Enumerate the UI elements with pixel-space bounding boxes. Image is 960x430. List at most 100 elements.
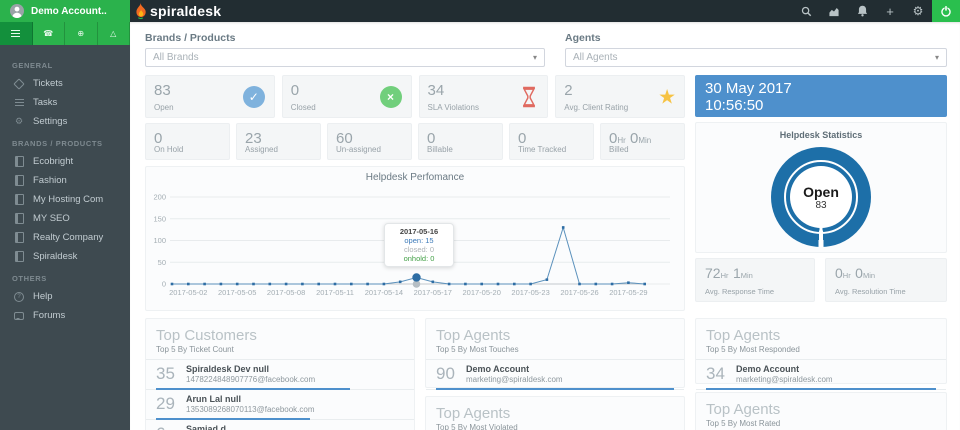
stat-time-tracked: 0 Time Tracked [509,123,594,160]
section-brands: BRANDS / PRODUCTS [12,139,103,148]
sidebar-item-ecobright[interactable]: Ecobright [0,152,130,171]
sidebar-quick-actions: ☎ ⊕ △ [0,22,130,45]
svg-text:2017-05-23: 2017-05-23 [511,288,549,297]
current-time: 10:56:50 [705,97,764,114]
avatar [10,4,24,18]
svg-text:2017-05-17: 2017-05-17 [414,288,452,297]
svg-text:2017-05-08: 2017-05-08 [267,288,305,297]
account-menu[interactable]: Demo Account.. [0,0,130,22]
brand-book-icon [14,213,24,224]
stat-sla-violations: 34 SLA Violations [418,75,549,118]
brands-filter-select[interactable]: All Brands ▾ [145,48,545,67]
svg-text:2017-05-29: 2017-05-29 [609,288,647,297]
sidebar-item-my-seo[interactable]: MY SEO [0,209,130,228]
list-subtitle: Top 5 By Most Violated [426,423,684,430]
top-agents-touches-panel: Top Agents Top 5 By Most Touches 90 Demo… [425,318,685,390]
chart-title: Helpdesk Perfomance [365,172,465,183]
sidebar-item-tasks[interactable]: Tasks [0,93,130,112]
stat-open: 83 Open ✓ [145,75,275,118]
menu-icon[interactable] [0,22,33,45]
logout-power-icon[interactable] [932,0,960,22]
datetime-box: 30 May 2017 10:56:50 [695,75,947,117]
svg-text:2017-05-05: 2017-05-05 [218,288,256,297]
list-item[interactable]: 35 Spiraldesk Dev null 1478224848907776@f… [146,360,414,390]
stats-row-primary: 83 Open ✓ 0 Closed × 34 SLA Violations 2… [145,75,685,118]
search-icon[interactable] [792,0,820,22]
star-icon: ★ [658,86,676,108]
app-logo[interactable]: spiraldesk [130,0,221,22]
settings-gear-icon[interactable]: ⚙ [912,4,924,18]
svg-text:100: 100 [153,236,166,245]
donut-center-label: Open [803,183,839,200]
main-content: Brands / Products All Brands ▾ Agents Al… [130,22,960,430]
list-item[interactable]: 29 Arun Lal null 1353089268070113@faceboo… [146,390,414,420]
stat-closed: 0 Closed × [281,75,412,118]
help-question-icon: ? [14,291,24,302]
brand-book-icon [14,156,24,167]
top-customers-panel: Top Customers Top 5 By Ticket Count 35 S… [145,318,415,430]
open-tickets-donut-chart: Open 83 [771,147,871,247]
list-item[interactable]: 90 Demo Account marketing@spiraldesk.com [426,360,684,390]
ticket-icon [13,77,25,90]
stats-row-secondary: 0 On Hold 23 Assigned 60 Un-assigned 0 B… [145,123,685,160]
helpdesk-performance-panel: Helpdesk Perfomance 200 150 100 50 0 2017-05-… [145,166,685,311]
sidebar-item-fashion[interactable]: Fashion [0,171,130,190]
sidebar-item-help[interactable]: ? Help [0,287,130,306]
agents-filter-select[interactable]: All Agents ▾ [565,48,947,67]
svg-text:2017-05-11: 2017-05-11 [316,288,354,297]
list-title: Top Agents [706,401,781,418]
top-agents-responded-panel: Top Agents Top 5 By Most Responded 34 De… [695,318,947,390]
top-agents-violated-panel: Top Agents Top 5 By Most Violated [425,396,685,430]
top-agents-rated-panel: Top Agents Top 5 By Most Rated [695,392,947,430]
phone-icon[interactable]: ☎ [32,22,65,45]
list-title: Top Customers [156,327,257,344]
avg-resolution-time-card: 0Hr 0Min Avg. Resolution Time [825,258,947,302]
tasks-list-icon [14,101,24,104]
sidebar: ☎ ⊕ △ GENERAL Tickets Tasks ⚙ Settings BR… [0,22,130,430]
globe-icon[interactable]: ⊕ [65,22,98,45]
stat-assigned: 23 Assigned [236,123,321,160]
alerts-triangle-icon[interactable]: △ [97,22,130,45]
list-item[interactable]: 6 Samjad dsamjad@gulfinfotech.com [146,420,414,430]
list-title: Top Agents [706,327,781,344]
brand-book-icon [14,194,24,205]
list-subtitle: Top 5 By Most Responded [696,345,946,360]
sidebar-item-spiraldesk[interactable]: Spiraldesk [0,247,130,266]
notifications-bell-icon[interactable] [848,0,876,22]
count-bar [436,388,674,390]
section-general: GENERAL [12,61,53,70]
svg-text:0: 0 [162,280,166,289]
svg-text:50: 50 [158,258,166,267]
brands-filter-label: Brands / Products [145,32,236,44]
list-subtitle: Top 5 By Ticket Count [146,345,414,360]
svg-text:150: 150 [153,214,166,223]
chevron-down-icon: ▾ [934,53,939,62]
sidebar-item-settings[interactable]: ⚙ Settings [14,116,68,127]
logo-text: spiraldesk [150,3,222,19]
count-bar [156,418,311,420]
topbar: Demo Account.. spiraldesk + ⚙ [0,0,960,22]
hourglass-icon [521,86,537,107]
reports-chart-icon[interactable] [820,0,848,22]
stat-on-hold: 0 On Hold [145,123,230,160]
current-date: 30 May 2017 [705,80,792,97]
stat-unassigned: 60 Un-assigned [327,123,412,160]
stat-avg-client-rating: 2 Avg. Client Rating ★ [555,75,685,118]
svg-text:2017-05-20: 2017-05-20 [463,288,501,297]
sidebar-item-my-hosting-com[interactable]: My Hosting Com [0,190,130,209]
add-plus-icon[interactable]: + [886,3,894,19]
x-circle-icon: × [379,85,402,108]
sidebar-item-realty-company[interactable]: Realty Company [0,228,130,247]
avg-response-time-card: 72Hr 1Min Avg. Response Time [695,258,815,302]
sidebar-item-forums[interactable]: Forums [0,306,130,325]
stat-billed: 0Hr 0Min Billed [600,123,685,160]
list-title: Top Agents [436,405,511,422]
forums-speech-icon [14,311,24,320]
brand-book-icon [14,232,24,243]
donut-center-value: 83 [815,199,827,211]
list-item[interactable]: 34 Demo Account marketing@spiraldesk.com [696,360,946,390]
sidebar-item-tickets[interactable]: Tickets [0,74,130,93]
sidebar-nav: GENERAL Tickets Tasks ⚙ Settings BRANDS /… [0,45,130,325]
agents-filter-label: Agents [565,32,601,44]
